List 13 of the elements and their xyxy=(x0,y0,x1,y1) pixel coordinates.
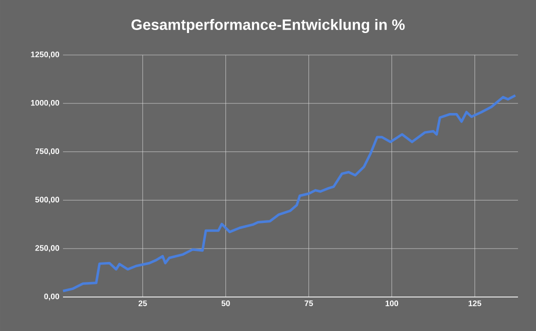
x-tick-label: 75 xyxy=(304,300,313,306)
y-tick-label: 500,00 xyxy=(35,196,60,204)
y-tick-label: 1000,00 xyxy=(31,100,60,107)
x-tick-label: 100 xyxy=(386,300,398,306)
x-tick-label: 50 xyxy=(222,300,230,306)
y-tick-label: 1250,00 xyxy=(31,52,60,58)
x-tick-label: 125 xyxy=(468,300,482,306)
x-tick-label: 25 xyxy=(138,300,147,306)
line-series xyxy=(62,94,517,292)
y-tick-label: 250,00 xyxy=(35,245,60,252)
y-tick-label: 0,00 xyxy=(44,294,60,300)
y-tick-label: 750,00 xyxy=(35,148,60,156)
chart-title: Gesamtperformance-Entwicklung in % xyxy=(132,18,405,34)
